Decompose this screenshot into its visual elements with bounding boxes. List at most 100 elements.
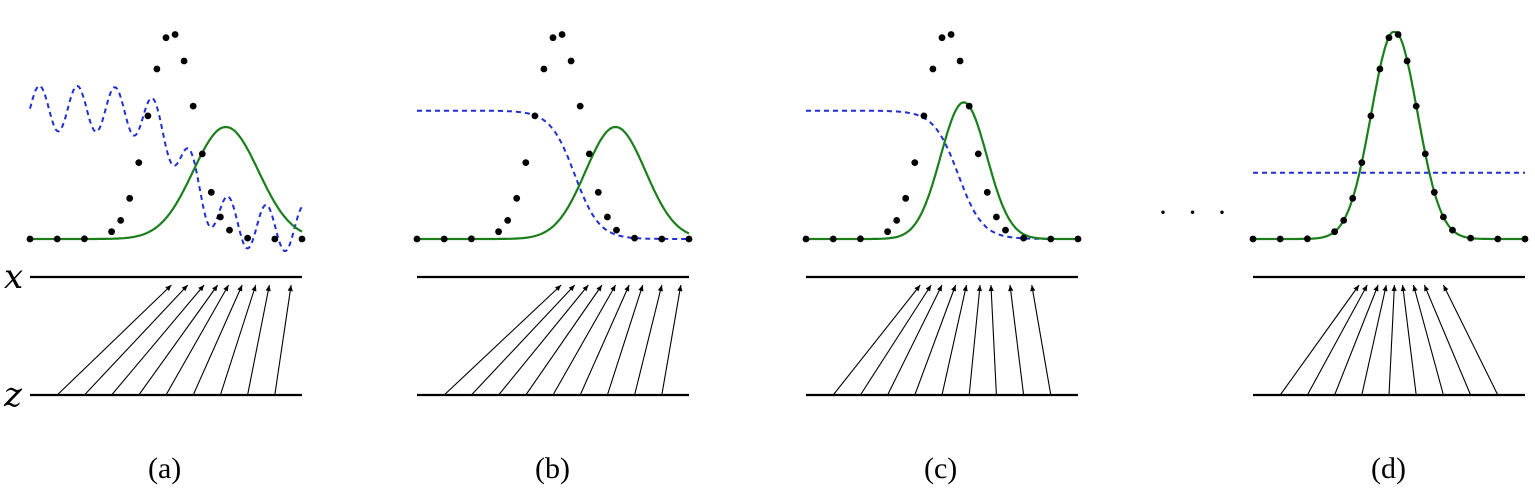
data-dot (244, 234, 252, 242)
data-dot (1376, 65, 1384, 73)
mapping-arrow (634, 284, 663, 396)
data-dot (585, 150, 593, 158)
data-dot (1074, 235, 1082, 243)
data-dot (604, 213, 611, 221)
panels: (a) (b) (c) (d) (26, 30, 1529, 485)
data-dot (1449, 226, 1456, 234)
mapping-arrow (552, 284, 617, 396)
arrow-head (657, 285, 663, 292)
panel-caption: (a) (148, 452, 181, 485)
arrow-head (265, 285, 271, 292)
mapping-arrow (165, 284, 230, 396)
arrow-head (198, 285, 205, 292)
data-dot (567, 57, 575, 65)
data-dot (938, 34, 946, 42)
mapping-arrow (525, 284, 603, 396)
data-dot (298, 235, 306, 243)
data-dot (504, 217, 512, 224)
data-dot (1047, 235, 1055, 243)
arrow-head (287, 285, 293, 292)
data-dot (522, 159, 530, 167)
arrow-head (596, 285, 602, 292)
panel-caption: (b) (535, 452, 570, 485)
arrow-head (976, 285, 983, 292)
arrow-head (1362, 285, 1368, 292)
data-dot (947, 31, 955, 38)
arrow-head (677, 285, 683, 292)
data-dot (144, 112, 152, 120)
data-dot (558, 31, 566, 38)
data-dot (1331, 228, 1338, 236)
data-dot (893, 217, 901, 224)
data-dot (902, 194, 910, 202)
mapping-arrow (219, 284, 257, 396)
data-dot (531, 112, 539, 120)
mapping-arrow (138, 284, 219, 396)
data-dot (468, 235, 475, 243)
data-dot (1412, 102, 1420, 110)
data-dot (1276, 235, 1284, 243)
arrow-head (181, 285, 188, 292)
data-dot (153, 65, 161, 73)
mapping-arrow (1423, 284, 1472, 396)
mapping-arrow (498, 284, 589, 396)
generative-curve (30, 125, 303, 241)
discriminator-curve (417, 109, 689, 240)
mapping-arrow (661, 284, 682, 396)
data-dot (1494, 235, 1502, 243)
data-dot (217, 213, 224, 221)
data-dot (495, 228, 502, 236)
arrow-head (624, 285, 630, 292)
mapping-arrow (470, 284, 576, 396)
data-dot (857, 235, 864, 243)
arrow-head (962, 285, 968, 292)
arrow-head (165, 285, 172, 292)
arrow-head (1443, 285, 1449, 292)
mapping-arrow (274, 284, 292, 396)
data-dot (631, 234, 638, 242)
arrow-head (1353, 285, 1360, 292)
arrow-head (1030, 285, 1036, 292)
mapping-arrow (990, 284, 997, 396)
data-dot (983, 188, 991, 196)
arrow-head (1382, 285, 1388, 292)
mapping-arrow (832, 284, 921, 396)
data-dot (1002, 226, 1009, 234)
discriminator-curve (29, 84, 303, 252)
data-dot (993, 213, 1000, 221)
panel-d: (d) (1249, 30, 1529, 485)
panel-a: (a) (26, 31, 306, 485)
data-dot (1340, 217, 1348, 224)
x-axis-label: x (4, 257, 23, 297)
data-dot (974, 150, 982, 158)
mapping-arrow (192, 284, 243, 396)
data-dot (1249, 235, 1257, 243)
arrow-head (925, 285, 932, 292)
data-dot (829, 235, 837, 243)
data-dot (929, 65, 937, 73)
data-dot (802, 235, 810, 243)
mapping-arrow (111, 284, 205, 396)
arrow-head (223, 285, 229, 292)
data-dot (594, 188, 602, 196)
mapping-arrow (968, 284, 981, 396)
data-dot (576, 102, 584, 110)
data-dot (658, 235, 666, 243)
data-dot (1403, 57, 1411, 65)
data-dot (1304, 235, 1311, 243)
mapping-arrow (1279, 284, 1360, 396)
data-dot (540, 65, 548, 73)
arrow-head (914, 285, 921, 292)
mapping-arrow (1412, 284, 1444, 396)
arrow-head (1008, 285, 1014, 292)
panel-b: (b) (413, 31, 693, 485)
data-dot (1394, 31, 1402, 38)
arrow-head (1400, 285, 1406, 292)
data-dot (226, 226, 233, 234)
arrow-head (582, 285, 589, 292)
mapping-arrow (1009, 284, 1025, 396)
ellipsis: · · · (1158, 196, 1233, 229)
mapping-arrow (443, 284, 562, 396)
panel-caption: (d) (1371, 452, 1406, 485)
